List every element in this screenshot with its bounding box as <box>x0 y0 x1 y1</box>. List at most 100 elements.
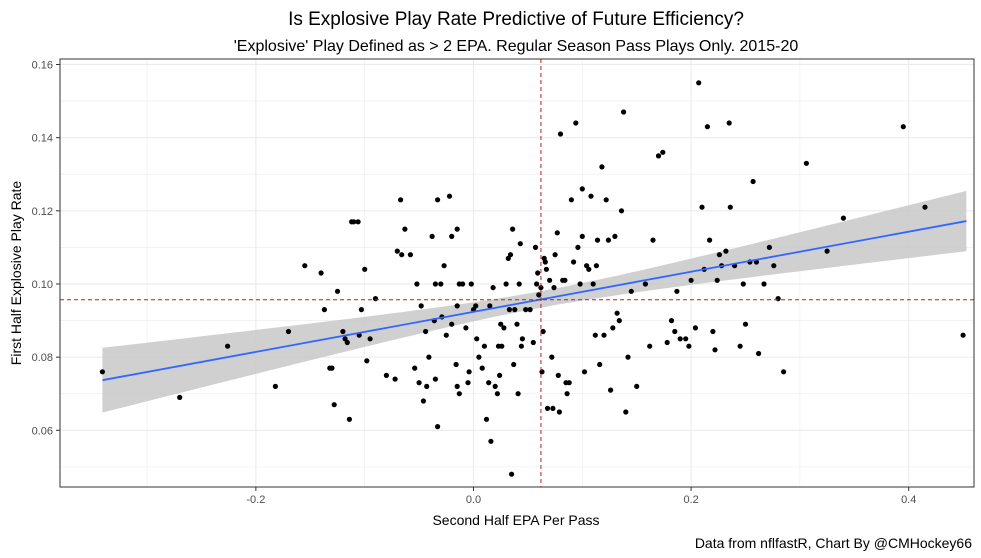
data-point <box>599 164 605 170</box>
data-point <box>573 120 579 126</box>
data-point <box>610 325 616 331</box>
data-point <box>517 241 523 247</box>
data-point <box>285 328 292 335</box>
data-point <box>544 405 551 411</box>
data-point <box>750 178 756 185</box>
data-point <box>432 376 438 382</box>
data-point <box>392 376 398 382</box>
data-point <box>99 369 105 375</box>
data-point <box>394 248 400 254</box>
panel-border <box>59 58 975 488</box>
data-point <box>429 233 435 239</box>
data-point <box>554 230 560 236</box>
data-point <box>402 226 408 232</box>
data-point <box>618 208 625 214</box>
data-point <box>922 204 928 210</box>
data-point <box>456 281 462 287</box>
data-point <box>519 336 526 342</box>
data-point <box>488 438 494 444</box>
y-tick-label: 0.14 <box>32 133 53 145</box>
y-axis-title: First Half Explosive Play Rate <box>8 181 24 366</box>
data-point <box>625 354 631 360</box>
data-point <box>497 372 503 378</box>
data-point <box>900 124 906 130</box>
data-point <box>501 325 507 331</box>
data-point <box>466 369 472 375</box>
data-point <box>550 405 556 411</box>
data-point <box>840 215 847 221</box>
data-point <box>960 332 966 338</box>
data-point <box>562 277 568 283</box>
data-point <box>803 160 810 166</box>
data-point <box>608 387 614 393</box>
plot-background <box>60 59 974 487</box>
data-point <box>454 226 460 232</box>
data-point <box>642 281 649 287</box>
x-tick-label: 0.4 <box>901 494 916 506</box>
data-point <box>364 358 370 364</box>
data-point <box>737 343 743 349</box>
data-point <box>468 281 474 287</box>
data-point <box>592 332 598 338</box>
data-point <box>634 383 640 389</box>
data-point <box>474 336 480 342</box>
data-point <box>481 343 487 349</box>
data-point <box>664 339 670 346</box>
x-tick-label: -0.2 <box>246 494 265 506</box>
data-point <box>414 281 420 287</box>
data-point <box>486 380 492 386</box>
y-tick-label: 0.08 <box>32 352 53 364</box>
data-point <box>225 343 231 349</box>
data-point <box>331 402 337 408</box>
data-point <box>668 318 675 324</box>
data-point <box>494 391 500 397</box>
x-tick-label: 0.2 <box>683 494 698 506</box>
data-point <box>686 343 692 349</box>
data-point <box>579 186 585 192</box>
data-point <box>692 325 699 331</box>
data-point <box>503 281 509 287</box>
data-point <box>688 277 694 283</box>
data-point <box>334 288 341 294</box>
x-axis-title: Second Half EPA Per Pass <box>432 512 599 528</box>
data-point <box>603 197 609 203</box>
data-point <box>412 365 418 371</box>
data-point <box>781 369 787 375</box>
data-point <box>340 328 346 335</box>
data-point <box>358 307 364 313</box>
data-point <box>628 288 634 294</box>
data-point <box>535 270 541 276</box>
data-point <box>614 310 620 316</box>
data-point <box>588 193 594 199</box>
confidence-band <box>102 190 967 413</box>
data-point <box>605 237 612 243</box>
data-point <box>539 369 545 375</box>
data-point <box>523 307 529 313</box>
data-point <box>420 398 426 404</box>
data-point <box>557 131 564 137</box>
data-point <box>344 339 350 346</box>
data-point <box>623 409 629 415</box>
data-point <box>571 259 577 265</box>
data-point <box>509 226 516 232</box>
data-point <box>465 380 471 386</box>
data-point <box>726 120 732 126</box>
data-point <box>683 336 689 342</box>
data-point <box>367 336 373 342</box>
data-point <box>704 124 711 130</box>
data-point <box>699 204 705 210</box>
data-point <box>716 252 723 258</box>
data-point <box>383 372 389 378</box>
data-point <box>483 416 490 422</box>
data-point <box>647 343 653 349</box>
data-point <box>566 380 572 386</box>
data-point <box>407 252 413 258</box>
data-point <box>512 307 518 313</box>
y-tick-label: 0.12 <box>32 206 53 218</box>
data-point <box>479 365 485 371</box>
data-point <box>514 321 520 327</box>
data-point <box>362 266 368 272</box>
data-point <box>446 193 453 199</box>
data-point <box>761 281 767 287</box>
data-point <box>454 303 460 309</box>
